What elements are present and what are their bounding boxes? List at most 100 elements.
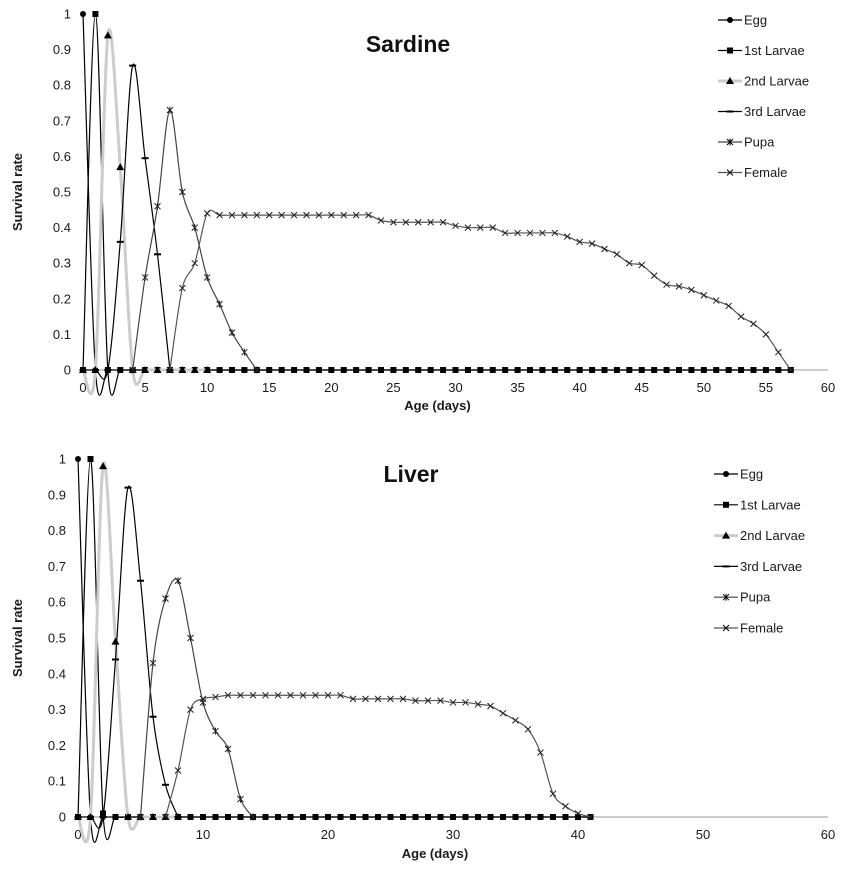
data-point-1st-larvae [229,367,235,373]
data-point-pupa [149,659,157,667]
x-tick-label: 20 [321,827,335,842]
data-point-1st-larvae [676,367,682,373]
data-point-1st-larvae [216,367,223,373]
x-tick-label: 0 [74,827,81,842]
legend-marker-female [726,169,734,176]
legend-item-3rd-larvae: 3rd Larvae [718,104,806,119]
data-point-1st-larvae [315,367,322,373]
data-point-1st-larvae [266,367,273,373]
data-point-female [613,250,621,258]
series-1st-larvae [80,11,794,396]
data-point-1st-larvae [663,367,670,373]
legend-marker-pupa [726,138,734,146]
legend-label-1st-larvae: 1st Larvae [740,497,801,512]
y-tick-label: 0.1 [53,327,71,342]
series-line-1st-larvae [82,13,791,396]
data-point-1st-larvae [527,367,533,373]
x-tick-label: 25 [386,380,400,395]
legend-marker-2nd-larvae [722,531,730,539]
series-line-pupa [139,578,254,818]
legend-label-2nd-larvae: 2nd Larvae [744,74,809,89]
data-point-female [274,691,282,699]
data-point-pupa [224,745,232,753]
data-point-female [650,272,658,280]
series-line-3rd-larvae [78,485,179,829]
data-point-2nd-larvae [178,366,187,373]
data-point-female [315,211,323,219]
y-tick-label: 0.7 [53,113,71,128]
legend-item-1st-larvae: 1st Larvae [714,497,801,512]
data-point-female [290,211,298,219]
legend-marker-egg [727,17,733,23]
data-point-1st-larvae [525,814,531,820]
data-point-pupa [228,329,236,337]
x-tick-label: 30 [446,827,460,842]
data-point-female [237,691,244,699]
data-point-female [265,211,273,219]
data-point-female [262,691,269,699]
data-point-female [390,218,397,226]
data-point-female [212,693,219,701]
y-tick-label: 0.3 [53,256,71,271]
data-point-1st-larvae [112,814,119,820]
data-point-female [327,211,335,219]
data-point-1st-larvae [241,367,248,373]
data-point-egg [75,456,81,462]
data-point-female [512,716,519,724]
data-point-female [625,259,633,267]
data-point-2nd-larvae [149,813,157,820]
legend-label-1st-larvae: 1st Larvae [744,43,805,58]
data-point-female [514,229,521,237]
legend-label-female: Female [744,165,787,180]
data-point-1st-larvae [750,367,757,373]
data-point-1st-larvae [312,814,319,820]
x-tick-label: 0 [79,380,86,395]
data-point-1st-larvae [275,814,281,820]
y-tick-label: 0.4 [48,666,66,681]
x-axis-title: Age (days) [404,398,470,413]
data-point-1st-larvae [328,367,335,373]
data-point-1st-larvae [638,367,645,373]
legend-label-pupa: Pupa [744,135,775,150]
data-point-2nd-larvae [124,813,132,820]
data-point-2nd-larvae [116,163,125,171]
data-point-female [377,217,385,224]
data-point-female [337,691,344,699]
data-point-1st-larvae [500,814,506,820]
data-point-female [203,210,211,217]
data-point-female [365,211,372,219]
legend-label-female: Female [740,621,783,636]
data-point-1st-larvae [353,367,360,373]
legend-item-egg: Egg [714,467,763,482]
data-point-female [287,691,294,699]
data-point-female [424,697,432,705]
data-point-female [462,699,469,706]
data-point-female [449,699,457,706]
data-point-female [199,695,207,703]
legend: Egg 1st Larvae 2nd Larvae 3rd Larvae Pupa Fem… [718,13,809,180]
data-point-1st-larvae [452,367,459,373]
data-point-1st-larvae [713,367,720,373]
data-point-1st-larvae [477,367,484,373]
data-point-1st-larvae [402,367,409,373]
data-point-female [549,790,557,798]
data-point-1st-larvae [487,814,494,820]
data-point-1st-larvae [514,367,521,373]
data-point-female [324,691,332,699]
data-point-female [688,286,695,294]
y-axis-title: Survival rate [10,153,25,231]
data-point-pupa [166,106,174,114]
data-point-female [563,233,571,240]
data-point-female [374,695,382,703]
data-point-female [387,695,394,703]
data-point-female [178,284,186,292]
data-point-female [474,700,482,708]
series-pupa [129,106,261,374]
data-point-female [402,218,410,226]
data-point-egg [80,11,86,17]
data-point-female [303,211,310,219]
series-line-pupa [132,109,258,371]
